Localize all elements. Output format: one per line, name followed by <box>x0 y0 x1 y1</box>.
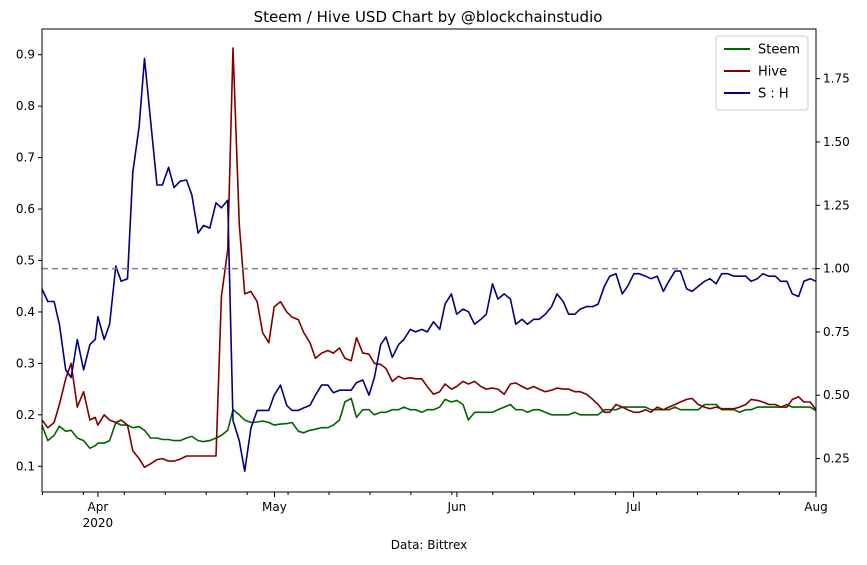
left-tick-label: 0.4 <box>16 305 35 319</box>
right-tick-label: 0.25 <box>823 452 850 466</box>
left-tick-label: 0.5 <box>16 254 35 268</box>
left-tick-label: 0.6 <box>16 202 35 216</box>
x-tick-label: Jul <box>625 500 640 514</box>
plot-frame <box>41 28 817 493</box>
left-tick-label: 0.2 <box>16 408 35 422</box>
x-tick-label: Aug <box>804 500 827 514</box>
legend: Steem Hive S : H <box>715 35 809 111</box>
legend-box <box>715 35 809 111</box>
x-tick-sublabel: 2020 <box>83 516 114 530</box>
right-tick-label: 1.50 <box>823 135 850 149</box>
left-tick-label: 0.8 <box>16 99 35 113</box>
x-tick-label: Jun <box>447 500 467 514</box>
right-tick-label: 0.75 <box>823 325 850 339</box>
series-line-steem <box>41 397 817 450</box>
left-y-axis: 0.1 0.2 0.3 0.4 0.5 0.6 0.7 0.8 0.9 <box>16 48 42 473</box>
left-tick-label: 0.1 <box>16 459 35 473</box>
left-tick-label: 0.7 <box>16 151 35 165</box>
right-tick-label: 0.50 <box>823 388 850 402</box>
legend-entry: Hive <box>758 65 787 80</box>
x-axis: Apr 2020 May Jun Jul Aug <box>41 492 828 530</box>
series-line-s-h <box>41 57 817 473</box>
right-tick-label: 1.75 <box>823 72 850 86</box>
x-tick-label: Apr <box>88 500 109 514</box>
chart-title: Steem / Hive USD Chart by @blockchainstu… <box>254 8 603 26</box>
legend-entry: S : H <box>758 87 789 102</box>
x-axis-label: Data: Bittrex <box>391 538 467 552</box>
legend-entry: Steem <box>758 43 800 58</box>
x-tick-label: May <box>262 500 287 514</box>
right-y-axis: 0.25 0.50 0.75 1.00 1.25 1.50 1.75 <box>816 72 850 466</box>
left-tick-label: 0.3 <box>16 356 35 370</box>
series-layer <box>41 47 817 473</box>
right-tick-label: 1.00 <box>823 262 850 276</box>
right-tick-label: 1.25 <box>823 198 850 212</box>
left-tick-label: 0.9 <box>16 48 35 62</box>
series-line-hive <box>41 47 817 469</box>
